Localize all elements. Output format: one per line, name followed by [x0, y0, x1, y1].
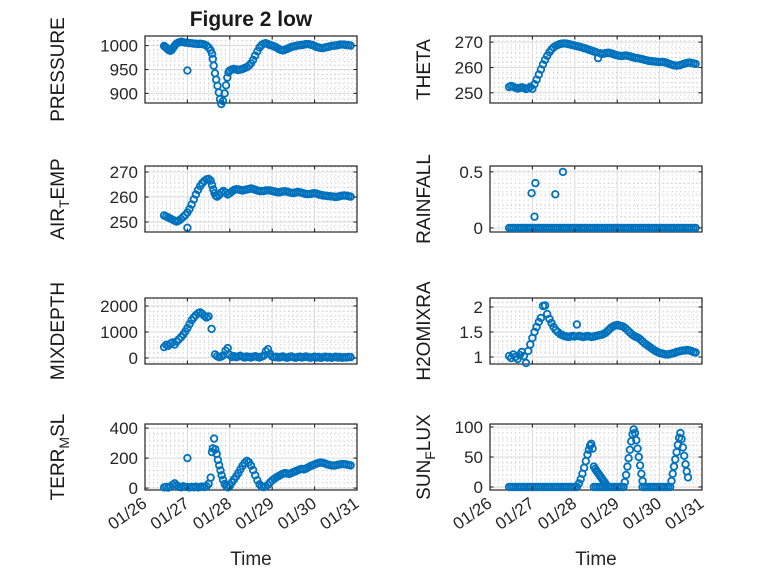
ylabel-AIR_TEMP: AIRTEMP — [48, 158, 72, 239]
ylabel-H2OMIXRA: H2OMIXRA — [414, 281, 435, 381]
y-tick-label: 260 — [110, 188, 138, 207]
y-tick-label: 0 — [129, 349, 138, 368]
y-tick-label: 100 — [455, 418, 483, 437]
axes-box — [144, 297, 358, 365]
data-points-MIXDEPTH — [159, 308, 355, 362]
ylabel-THETA: THETA — [414, 39, 435, 100]
x-tick-label: 01/29 — [577, 494, 623, 534]
x-tick-label: 01/26 — [450, 494, 496, 534]
ylabel-TERR_MSL: TERRMSL — [48, 414, 72, 501]
subplot-THETA: 250 260 270 THETA — [414, 33, 703, 104]
x-tick-label: 01/30 — [619, 494, 665, 534]
y-tick-label: 1.5 — [459, 323, 483, 342]
x-tick-label: 01/27 — [147, 494, 193, 534]
x-axis-label-right: Time — [575, 549, 617, 570]
data-points-TERR_MSL — [159, 434, 355, 492]
y-tick-label: 0 — [129, 479, 138, 498]
subplot-AIR_TEMP: 250 260 270 AIRTEMP — [48, 158, 358, 240]
subplot-RAINFALL: 0 0.5 RAINFALL — [414, 154, 703, 244]
axes-box — [144, 165, 358, 233]
data-points-AIR_TEMP — [159, 174, 355, 232]
x-tick-label: 01/30 — [274, 494, 320, 534]
ylabel-RAINFALL: RAINFALL — [414, 154, 435, 244]
subplot-PRESSURE: 900 950 1000 PRESSURE — [48, 17, 358, 122]
x-tick-label: 01/28 — [189, 494, 235, 534]
y-tick-label: 0 — [474, 219, 483, 238]
y-tick-label: 270 — [455, 33, 483, 52]
y-tick-label: 0.5 — [459, 163, 483, 182]
ylabel-PRESSURE: PRESSURE — [48, 17, 69, 122]
y-tick-label: 260 — [455, 59, 483, 78]
y-tick-label: 2000 — [100, 297, 138, 316]
subplot-H2OMIXRA: 1 1.5 2 H2OMIXRA — [414, 281, 703, 381]
x-tick-label: 01/28 — [534, 494, 580, 534]
y-tick-label: 1000 — [100, 37, 138, 56]
x-tick-label: 01/27 — [492, 494, 538, 534]
data-points-RAINFALL — [504, 167, 700, 233]
data-points-SUN_FLUX — [504, 425, 693, 492]
ylabel-MIXDEPTH: MIXDEPTH — [48, 282, 69, 380]
axes-box — [489, 35, 703, 104]
y-tick-label: 400 — [110, 419, 138, 438]
y-tick-label: 2 — [474, 298, 483, 317]
y-tick-label: 250 — [455, 84, 483, 103]
data-points-PRESSURE — [159, 37, 355, 109]
y-tick-label: 270 — [110, 163, 138, 182]
x-tick-label: 01/29 — [232, 494, 278, 534]
y-tick-label: 1000 — [100, 323, 138, 342]
x-tick-label: 01/31 — [317, 494, 363, 534]
figure-title: Figure 2 low — [189, 8, 313, 31]
y-tick-label: 200 — [110, 449, 138, 468]
data-points-THETA — [504, 39, 700, 94]
data-points-H2OMIXRA — [504, 301, 700, 368]
ylabel-SUN_FLUX: SUNFLUX — [414, 414, 438, 500]
axes-box — [144, 423, 358, 491]
y-tick-label: 1 — [474, 348, 483, 367]
y-tick-label: 50 — [464, 448, 483, 467]
x-tick-label: 01/31 — [662, 494, 708, 534]
axes-box — [489, 165, 703, 233]
x-axis-label-left: Time — [230, 549, 272, 570]
axes-box — [489, 297, 703, 365]
x-tick-label: 01/26 — [105, 494, 151, 534]
y-tick-label: 900 — [110, 84, 138, 103]
y-tick-label: 950 — [110, 61, 138, 80]
y-tick-label: 0 — [474, 478, 483, 497]
subplot-MIXDEPTH: 0 1000 2000 MIXDEPTH — [48, 282, 358, 380]
y-tick-label: 250 — [110, 213, 138, 232]
